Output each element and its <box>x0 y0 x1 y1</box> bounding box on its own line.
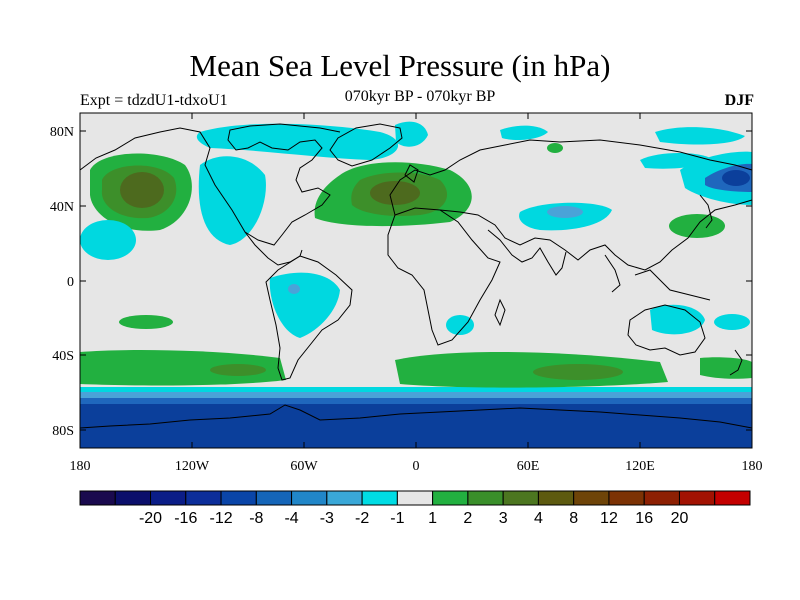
coastline-new-zealand <box>729 349 743 376</box>
y-tick-label-40n: 40N <box>50 200 74 215</box>
colorbar-labels: -20 -16 -12 -8 -4 -3 -2 -1 1 2 3 4 8 12 16 20 <box>139 510 689 527</box>
x-tick-label-120w: 120W <box>175 459 210 474</box>
colorbar-label: -3 <box>320 510 334 527</box>
colorbar-swatch <box>185 490 222 506</box>
negative-patch-arctic-far-east <box>655 127 745 145</box>
negative-patch-east-australia <box>714 314 750 330</box>
x-tick-label-180w: 180 <box>70 459 91 474</box>
colorbar-swatch <box>396 490 434 506</box>
x-tick-label-60w: 60W <box>290 459 318 474</box>
season-label: DJF <box>724 92 754 109</box>
coastlines <box>79 123 753 429</box>
colorbar-swatch <box>255 490 293 506</box>
negative-patch-arctic-east <box>500 125 548 140</box>
colorbar-label: -1 <box>390 510 404 527</box>
coastline-madagascar <box>494 298 506 327</box>
negative-patch-west-pacific-top <box>640 153 710 169</box>
colorbar-swatch <box>573 490 610 506</box>
colorbar-swatch <box>537 490 575 506</box>
colorbar: -20 -16 -12 -8 -4 -3 -2 -1 1 2 3 4 8 12 16 20 <box>79 490 751 527</box>
colorbar-label: -8 <box>249 510 263 527</box>
colorbar-swatch <box>326 490 363 506</box>
colorbar-swatch <box>114 490 152 506</box>
southern-ocean-band-light <box>80 392 752 400</box>
page-title: Mean Sea Level Pressure (in hPa) <box>189 48 611 83</box>
colorbar-label: 1 <box>428 510 437 527</box>
coastline-japan <box>699 194 713 229</box>
colorbar-label: 2 <box>463 510 472 527</box>
y-tick-label-80n: 80N <box>50 125 74 140</box>
positive-core-south-pacific <box>210 364 266 376</box>
coastline-antarctica <box>79 404 753 429</box>
y-tick-label-40s: 40S <box>52 349 74 364</box>
experiment-label: Expt = tdzdU1-tdxoU1 <box>80 92 228 109</box>
negative-patch-africa-east <box>446 315 474 335</box>
coastline-uk <box>404 164 419 183</box>
positive-core-indian-ocean <box>533 364 623 380</box>
southern-ocean-band-strong <box>80 404 752 448</box>
positive-blob-south-pacific-small <box>119 315 173 329</box>
colorbar-swatch <box>678 490 716 506</box>
colorbar-label: -16 <box>174 510 197 527</box>
negative-patch-south-america <box>269 272 340 338</box>
coastline-greenland <box>329 123 403 167</box>
x-tick-label-0: 0 <box>413 459 420 474</box>
map-plot-area <box>79 112 753 449</box>
colorbar-label: -4 <box>284 510 298 527</box>
positive-north-atlantic-core <box>370 181 420 205</box>
colorbar-swatch <box>608 490 645 506</box>
colorbar-label: -12 <box>209 510 232 527</box>
colorbar-label: 4 <box>534 510 543 527</box>
negative-core-asia <box>547 206 583 218</box>
colorbar-swatch <box>150 490 187 506</box>
positive-north-pacific-core <box>120 172 164 208</box>
colorbar-label: 20 <box>671 510 689 527</box>
coastline-australia <box>627 304 706 356</box>
southern-ocean-band-mid <box>80 398 752 406</box>
negative-patch-north-america <box>198 156 266 245</box>
positive-belt-tasman <box>700 357 752 379</box>
coastline-africa <box>387 207 501 346</box>
southern-ocean-band-weak <box>80 387 752 395</box>
colorbar-swatch <box>79 490 116 506</box>
x-tick-label-60e: 60E <box>517 459 540 474</box>
colorbar-label: 16 <box>635 510 653 527</box>
colorbar-swatch <box>220 490 257 506</box>
coastline-europe-asia <box>389 139 753 271</box>
colorbar-swatch <box>291 490 328 506</box>
coastline-south-america <box>265 255 353 381</box>
coastline-north-america <box>79 123 341 246</box>
colorbar-swatch <box>361 490 398 506</box>
colorbar-label: 8 <box>569 510 578 527</box>
colorbar-label: -20 <box>139 510 162 527</box>
colorbar-label: 3 <box>499 510 508 527</box>
colorbar-swatch <box>432 490 469 506</box>
x-tick-label-180e: 180 <box>742 459 763 474</box>
negative-patch-east-pacific <box>80 220 136 260</box>
y-tick-label-0: 0 <box>67 275 74 290</box>
negative-strong-northwest-pacific <box>722 170 750 186</box>
negative-patch-australia <box>650 304 705 335</box>
period-label: 070kyr BP - 070kyr BP <box>344 88 496 105</box>
colorbar-swatch <box>502 490 539 506</box>
y-axis: 80N 40N 0 40S 80S <box>50 125 752 439</box>
y-tick-label-80s: 80S <box>52 424 74 439</box>
colorbar-swatches <box>79 490 751 506</box>
coastline-arabia-india <box>487 229 567 276</box>
coastline-southeast-asia <box>604 254 711 301</box>
colorbar-label: 12 <box>600 510 618 527</box>
colorbar-label: -2 <box>355 510 369 527</box>
colorbar-swatch <box>467 490 504 506</box>
positive-belt-south-pacific <box>80 350 286 386</box>
colorbar-swatch <box>643 490 680 506</box>
positive-blob-siberia <box>547 143 563 153</box>
negative-patch-greenland <box>395 121 428 147</box>
colorbar-swatch <box>714 490 751 506</box>
negative-core-south-america <box>288 284 300 294</box>
x-axis: 180 120W 60W 0 60E 120E 180 <box>70 113 763 474</box>
x-tick-label-120e: 120E <box>625 459 655 474</box>
